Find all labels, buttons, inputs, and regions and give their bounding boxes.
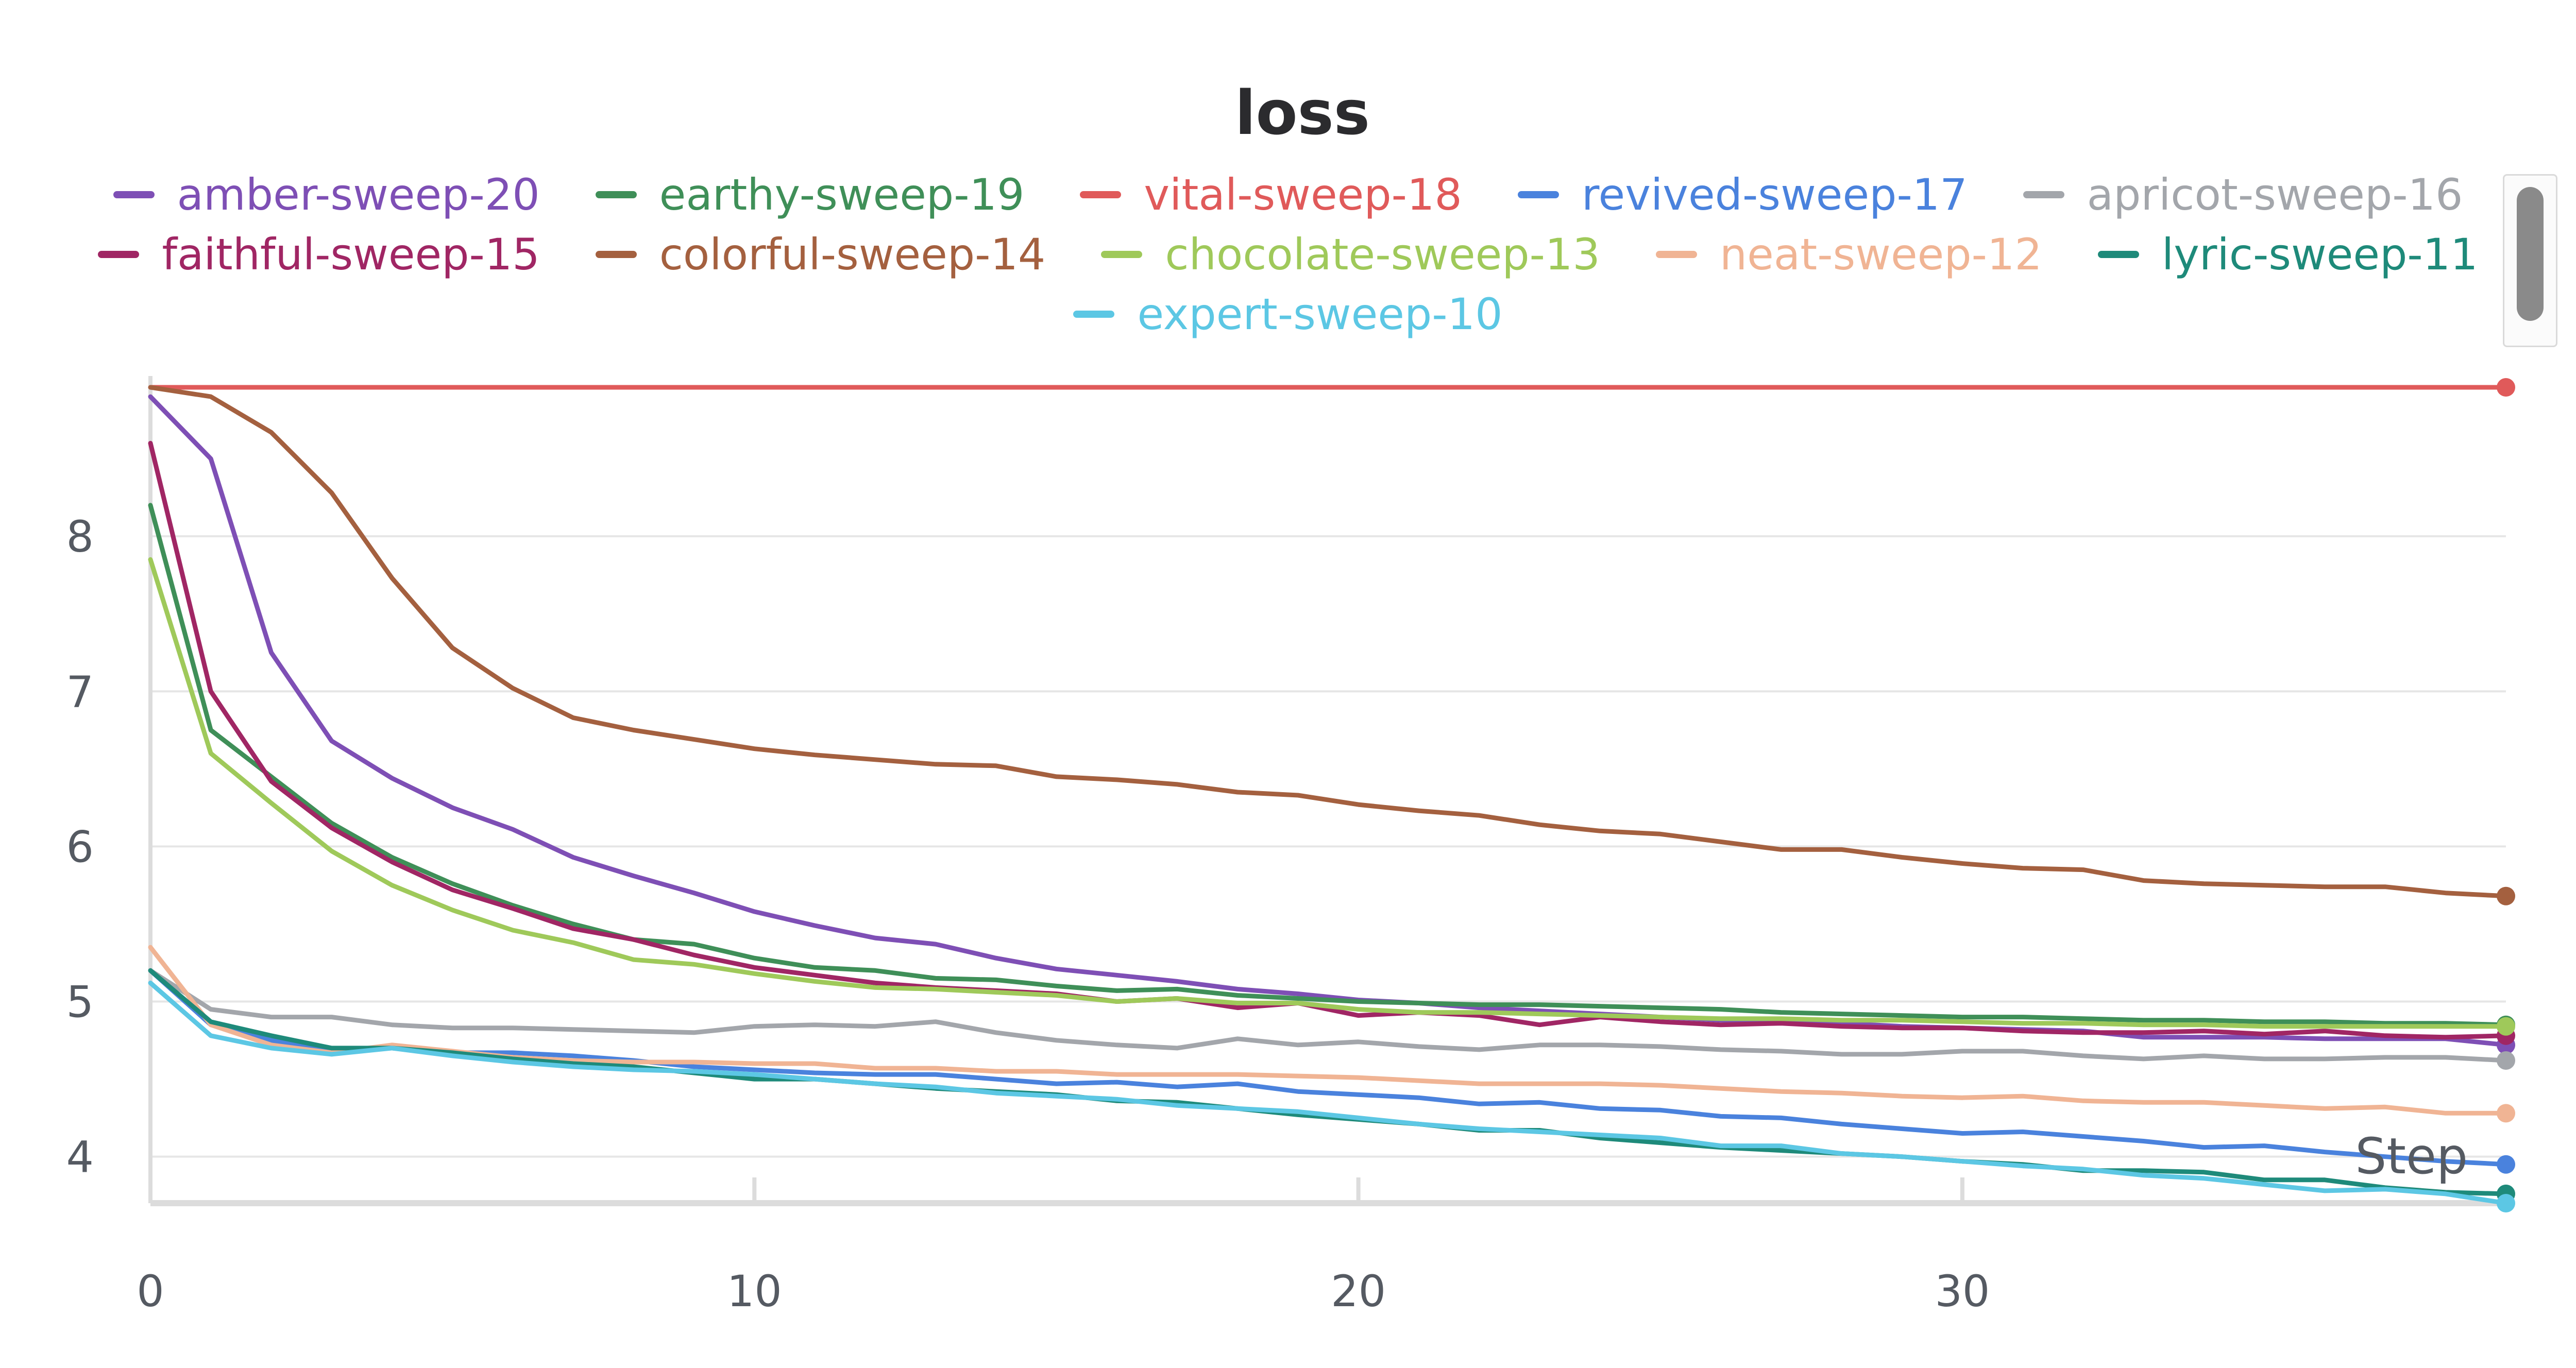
- legend-label: earthy-sweep-19: [659, 169, 1025, 220]
- series-line-apricot-sweep-16[interactable]: [148, 968, 2509, 1063]
- legend-label: chocolate-sweep-13: [1165, 229, 1600, 280]
- chart-legend: amber-sweep-20 earthy-sweep-19 vital-sweep…: [98, 165, 2478, 344]
- tick-labels: 4 5 6 7 8 0 10 20 30: [66, 511, 1990, 1316]
- x-tick-label: 10: [727, 1266, 782, 1316]
- legend-label: neat-sweep-12: [1719, 229, 2042, 280]
- series-line-amber-sweep-20[interactable]: [148, 394, 2509, 1048]
- legend-item-earthy-sweep-19[interactable]: earthy-sweep-19: [595, 169, 1025, 220]
- series-line-chocolate-sweep-13[interactable]: [148, 557, 2509, 1029]
- y-tick-label: 6: [66, 822, 94, 872]
- legend-swatch: [1101, 251, 1143, 258]
- legend-swatch: [1080, 191, 1122, 198]
- y-tick-label: 5: [66, 977, 94, 1028]
- series-line-faithful-sweep-15[interactable]: [148, 441, 2509, 1040]
- legend-item-apricot-sweep-16[interactable]: apricot-sweep-16: [2023, 169, 2463, 220]
- y-tick-label: 7: [66, 666, 94, 717]
- legend-item-chocolate-sweep-13[interactable]: chocolate-sweep-13: [1101, 229, 1600, 280]
- legend-label: revived-sweep-17: [1581, 169, 1968, 220]
- legend-swatch: [1073, 311, 1115, 318]
- legend-item-revived-sweep-17[interactable]: revived-sweep-17: [1517, 169, 1968, 220]
- legend-scrollbar[interactable]: [2503, 174, 2557, 347]
- series-line-earthy-sweep-19[interactable]: [148, 503, 2509, 1028]
- legend-label: apricot-sweep-16: [2087, 169, 2463, 220]
- legend-swatch: [2023, 191, 2064, 198]
- legend-swatch: [98, 251, 140, 258]
- legend-scroll-thumb[interactable]: [2517, 187, 2544, 321]
- legend-label: vital-sweep-18: [1144, 169, 1462, 220]
- series-end-point-expert-sweep-10[interactable]: [2497, 1194, 2515, 1212]
- legend-swatch: [2097, 251, 2139, 258]
- legend-item-faithful-sweep-15[interactable]: faithful-sweep-15: [98, 229, 540, 280]
- chart-title: loss: [1235, 77, 1370, 148]
- x-tick-label: 0: [137, 1266, 164, 1316]
- series-lines: [148, 378, 2515, 1212]
- x-tick-label: 20: [1331, 1266, 1386, 1316]
- y-tick-label: 4: [66, 1132, 94, 1183]
- legend-row: faithful-sweep-15 colorful-sweep-14 chocol…: [98, 225, 2478, 284]
- gridlines: [150, 535, 2506, 1158]
- x-tick-label: 30: [1935, 1266, 1990, 1316]
- series-end-point-chocolate-sweep-13[interactable]: [2497, 1017, 2515, 1036]
- series-line-colorful-sweep-14[interactable]: [148, 385, 2509, 899]
- legend-item-vital-sweep-18[interactable]: vital-sweep-18: [1080, 169, 1462, 220]
- legend-swatch: [1517, 191, 1559, 198]
- legend-item-lyric-sweep-11[interactable]: lyric-sweep-11: [2097, 229, 2478, 280]
- series-line-revived-sweep-17[interactable]: [148, 968, 2509, 1167]
- legend-swatch: [1655, 251, 1697, 258]
- series-end-point-colorful-sweep-14[interactable]: [2497, 886, 2515, 905]
- legend-label: colorful-sweep-14: [659, 229, 1046, 280]
- series-end-point-apricot-sweep-16[interactable]: [2497, 1051, 2515, 1070]
- x-axis-label: Step: [2355, 1127, 2468, 1185]
- legend-swatch: [595, 191, 637, 198]
- series-end-point-neat-sweep-12[interactable]: [2497, 1104, 2515, 1123]
- legend-label: amber-sweep-20: [177, 169, 540, 220]
- series-end-point-revived-sweep-17[interactable]: [2497, 1155, 2515, 1174]
- legend-row: expert-sweep-10: [103, 284, 2473, 344]
- legend-row: amber-sweep-20 earthy-sweep-19 vital-sweep…: [103, 165, 2473, 225]
- legend-item-neat-sweep-12[interactable]: neat-sweep-12: [1655, 229, 2042, 280]
- legend-item-expert-sweep-10[interactable]: expert-sweep-10: [1073, 289, 1503, 339]
- legend-swatch: [113, 191, 155, 198]
- legend-item-colorful-sweep-14[interactable]: colorful-sweep-14: [595, 229, 1046, 280]
- legend-label: expert-sweep-10: [1137, 289, 1503, 339]
- legend-item-amber-sweep-20[interactable]: amber-sweep-20: [113, 169, 540, 220]
- legend-label: faithful-sweep-15: [162, 229, 540, 280]
- series-end-point-vital-sweep-18[interactable]: [2497, 378, 2515, 397]
- y-tick-label: 8: [66, 511, 94, 562]
- legend-swatch: [595, 251, 637, 258]
- series-line-expert-sweep-10[interactable]: [148, 980, 2509, 1206]
- legend-label: lyric-sweep-11: [2161, 229, 2478, 280]
